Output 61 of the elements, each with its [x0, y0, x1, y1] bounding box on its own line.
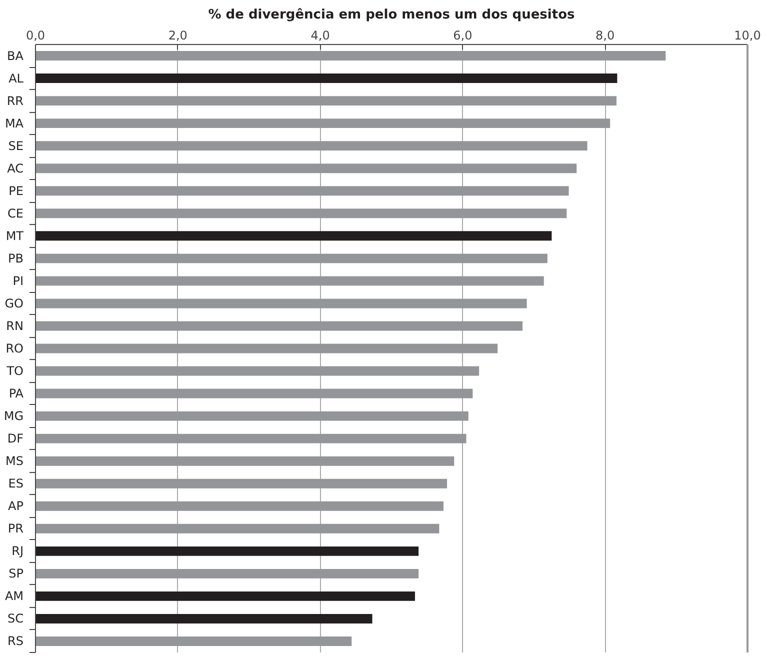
bar: [36, 51, 666, 60]
bar: [36, 591, 415, 601]
y-tick-label: RO: [6, 342, 24, 356]
x-tick-label: 2,0: [168, 28, 188, 42]
y-tick-label: AL: [8, 71, 24, 86]
x-tick-label: 0,0: [26, 28, 46, 42]
bar: [36, 411, 468, 421]
bar: [36, 546, 419, 556]
x-tick-label: 6,0: [453, 28, 472, 42]
y-tick-label: TO: [6, 364, 24, 378]
y-tick-label: AP: [8, 499, 24, 514]
bar: [36, 164, 577, 174]
bar: [36, 231, 552, 241]
bar: [36, 254, 548, 264]
y-tick-label: PB: [8, 251, 24, 266]
y-tick-label: AC: [7, 161, 24, 176]
y-tick-label: MS: [6, 454, 24, 468]
x-tick-label: 10,0: [734, 28, 761, 42]
y-tick-label: SC: [8, 612, 24, 626]
chart-title: % de divergência em pelo menos um dos quesitos: [208, 8, 576, 22]
bar: [36, 478, 448, 488]
bar: [36, 568, 419, 578]
y-tick-label: BA: [7, 48, 24, 63]
bar: [36, 276, 544, 286]
y-tick-label: RJ: [12, 544, 24, 558]
bar: [36, 321, 523, 331]
bar: [36, 388, 473, 398]
y-tick-label: SP: [8, 566, 24, 581]
bar: [36, 74, 618, 84]
bar: [36, 366, 480, 376]
bar: [36, 636, 352, 646]
y-tick-label: MA: [4, 116, 24, 130]
y-tick-label: RR: [6, 94, 24, 108]
y-tick-label: SE: [8, 138, 24, 153]
bar: [36, 208, 567, 218]
bar: [36, 614, 372, 624]
y-tick-label: PE: [8, 184, 24, 198]
y-tick-label: CE: [8, 206, 24, 220]
y-tick-label: PI: [12, 274, 24, 288]
y-tick-label: GO: [4, 296, 24, 310]
y-tick-label: AM: [4, 589, 24, 604]
y-tick-label: MG: [4, 409, 24, 424]
bar: [36, 524, 440, 534]
bar: [36, 186, 569, 196]
bar: [36, 434, 466, 444]
y-tick-label: PA: [8, 386, 24, 401]
y-tick-label: RS: [8, 634, 24, 648]
x-tick-label: 4,0: [310, 28, 330, 42]
y-tick-label: DF: [7, 432, 24, 446]
bar: [36, 344, 498, 354]
bar: [36, 456, 454, 466]
y-tick-label: ES: [8, 476, 24, 491]
bar: [36, 298, 527, 308]
y-tick-label: MT: [6, 228, 24, 243]
y-tick-label: PR: [8, 522, 24, 536]
x-tick-label: 8,0: [596, 28, 615, 42]
bar: [36, 96, 616, 106]
bar: [36, 118, 610, 128]
y-tick-label: RN: [6, 318, 24, 333]
bar: [36, 141, 588, 151]
bar: [36, 501, 444, 511]
